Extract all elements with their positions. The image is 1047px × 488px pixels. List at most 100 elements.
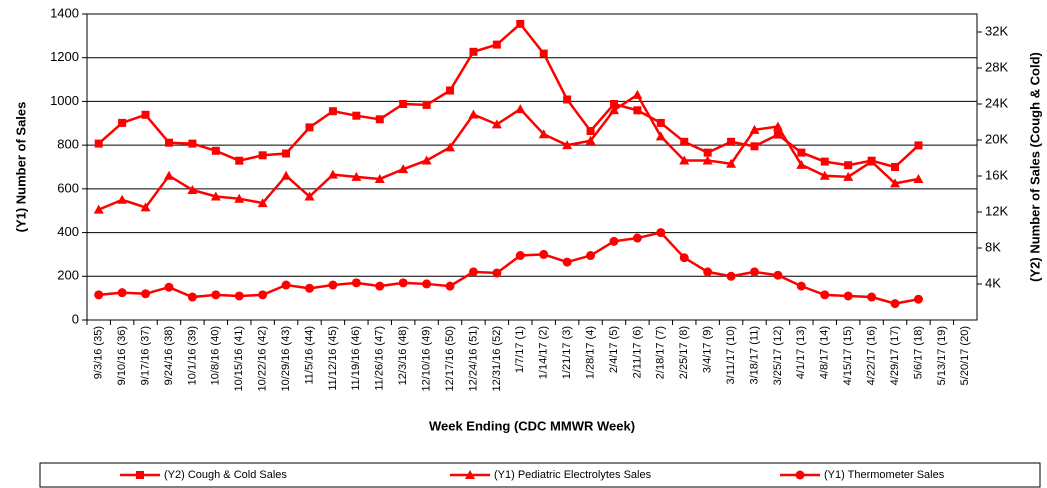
data-point: [327, 169, 338, 179]
series-line: [98, 93, 919, 211]
x-tick-label: 10/15/16 (41): [233, 326, 245, 391]
data-point: [375, 281, 385, 291]
data-point: [609, 100, 618, 108]
data-point: [141, 110, 150, 119]
data-point: [374, 174, 385, 184]
data-point: [563, 95, 572, 104]
x-tick-label: 12/31/16 (52): [491, 326, 503, 391]
x-tick-label: 1/14/17 (2): [538, 326, 550, 379]
data-point: [797, 148, 806, 157]
x-axis-title: Week Ending (CDC MMWR Week): [429, 418, 635, 433]
x-tick-label: 10/22/16 (42): [257, 326, 269, 391]
data-point: [703, 267, 713, 277]
data-point: [258, 290, 268, 300]
data-point: [890, 299, 900, 309]
data-point: [585, 135, 596, 145]
data-point: [281, 170, 292, 180]
data-point: [469, 47, 478, 56]
data-point: [679, 253, 689, 263]
data-point: [211, 146, 220, 155]
y2-tick-label: 24K: [985, 95, 1008, 110]
data-point: [539, 249, 549, 259]
data-point: [375, 115, 384, 124]
y2-tick-label: 8K: [985, 239, 1001, 254]
x-tick-label: 12/3/16 (48): [397, 326, 409, 385]
x-tick-label: 10/1/16 (39): [186, 326, 198, 385]
y-tick-label: 0: [72, 311, 79, 326]
series-line: [98, 231, 919, 305]
data-point: [328, 107, 337, 116]
data-point: [492, 268, 502, 278]
x-tick-label: 11/5/16 (44): [303, 326, 315, 385]
data-point: [398, 164, 409, 174]
x-tick-label: 5/13/17 (19): [936, 326, 948, 385]
data-point: [773, 270, 783, 280]
data-point: [913, 174, 924, 184]
data-point: [234, 291, 244, 301]
x-tick-label: 11/26/16 (47): [374, 326, 386, 391]
data-point: [211, 290, 221, 300]
data-point: [422, 100, 431, 109]
data-point: [117, 194, 128, 204]
x-tick-label: 1/7/17 (1): [514, 326, 526, 373]
x-tick-label: 1/21/17 (3): [561, 326, 573, 379]
x-tick-label: 4/15/17 (15): [842, 326, 854, 385]
x-tick-label: 5/6/17 (18): [912, 326, 924, 379]
legend-label: (Y1) Pediatric Electrolytes Sales: [494, 469, 652, 481]
plot-frame: [86, 13, 978, 321]
data-point: [257, 198, 268, 208]
data-point: [445, 281, 455, 291]
y-tick-label: 1400: [50, 5, 79, 20]
y-tick-label: 600: [57, 180, 79, 195]
data-point: [398, 278, 408, 288]
data-point: [867, 292, 877, 302]
y-tick-label: 1000: [50, 93, 79, 108]
x-tick-label: 2/4/17 (5): [608, 326, 620, 373]
x-tick-label: 5/20/17 (20): [959, 326, 971, 385]
data-point: [820, 290, 830, 300]
data-point: [210, 191, 221, 201]
data-point: [305, 123, 314, 132]
data-point: [608, 105, 619, 115]
y2-tick-label: 28K: [985, 59, 1008, 74]
data-point: [445, 142, 456, 152]
data-point: [516, 19, 525, 28]
y2-tick-label: 20K: [985, 131, 1008, 146]
data-point: [305, 283, 314, 293]
data-point: [235, 156, 244, 165]
data-point: [749, 124, 760, 134]
data-point: [515, 104, 526, 114]
data-point: [727, 137, 736, 146]
y-axis-title: (Y1) Number of Sales: [13, 102, 28, 233]
data-point: [633, 106, 642, 115]
x-tick-label: 4/1/17 (13): [795, 326, 807, 379]
x-tick-label: 3/18/17 (11): [748, 326, 760, 385]
data-point: [562, 140, 573, 150]
y2-tick-label: 16K: [985, 167, 1008, 182]
y-tick-label: 200: [57, 268, 79, 283]
data-point: [187, 184, 198, 194]
data-point: [117, 288, 127, 298]
x-tick-label: 2/18/17 (7): [655, 326, 667, 379]
data-point: [819, 170, 830, 180]
data-point: [304, 191, 315, 201]
data-point: [773, 130, 782, 139]
data-point: [703, 148, 712, 157]
data-point: [328, 280, 338, 290]
legend-marker: [795, 470, 805, 480]
data-point: [93, 204, 104, 214]
data-point: [352, 111, 361, 120]
data-point: [726, 158, 737, 168]
legend-box: [39, 462, 1041, 488]
x-tick-label: 4/8/17 (14): [819, 326, 831, 379]
x-tick-label: 3/25/17 (12): [772, 326, 784, 385]
data-point: [492, 40, 501, 49]
y2-tick-label: 12K: [985, 203, 1008, 218]
data-point: [164, 282, 174, 292]
data-point: [655, 131, 666, 141]
data-point: [890, 178, 901, 188]
x-tick-label: 11/12/16 (45): [327, 326, 339, 391]
data-point: [632, 233, 642, 243]
data-point: [421, 155, 432, 165]
